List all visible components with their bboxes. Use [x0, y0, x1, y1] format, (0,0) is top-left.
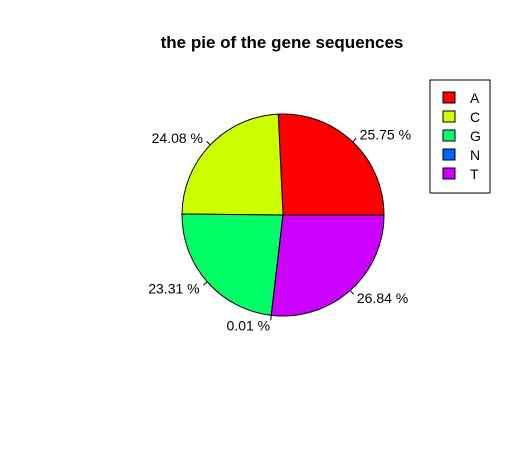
pie-slice-t	[270, 214, 385, 317]
legend-label-t: T	[470, 166, 479, 182]
legend-swatch-a	[442, 91, 456, 104]
legend-swatch-g	[442, 129, 456, 142]
chart-title: the pie of the gene sequences	[161, 33, 404, 52]
pie-slice-a	[277, 113, 385, 216]
slice-label-g: 23.31 %	[148, 280, 199, 296]
legend-swatch-n	[442, 148, 456, 161]
pie-slice-c	[181, 113, 284, 216]
legend-label-a: A	[470, 90, 480, 106]
pie-slices	[181, 113, 385, 317]
legend-label-n: N	[470, 147, 480, 163]
slice-label-tick-t	[349, 290, 354, 295]
slice-label-c: 24.08 %	[152, 130, 203, 146]
slice-labels: 25.75 % 24.08 % 23.31 % 0.01 % 26.84 %	[148, 127, 411, 334]
legend-label-c: C	[470, 109, 480, 125]
pie-slice-g	[181, 213, 284, 316]
legend-swatch-t	[442, 167, 456, 180]
slice-label-a: 25.75 %	[360, 127, 411, 143]
slice-label-t: 26.84 %	[357, 290, 408, 306]
slice-label-tick-n	[270, 315, 272, 321]
slice-label-tick-g	[203, 281, 208, 286]
slice-label-n: 0.01 %	[227, 317, 271, 333]
legend-swatch-c	[442, 110, 456, 123]
legend-label-g: G	[470, 128, 481, 144]
legend-box	[429, 79, 491, 194]
slice-label-tick-a	[352, 137, 357, 143]
slice-label-tick-c	[206, 141, 211, 146]
